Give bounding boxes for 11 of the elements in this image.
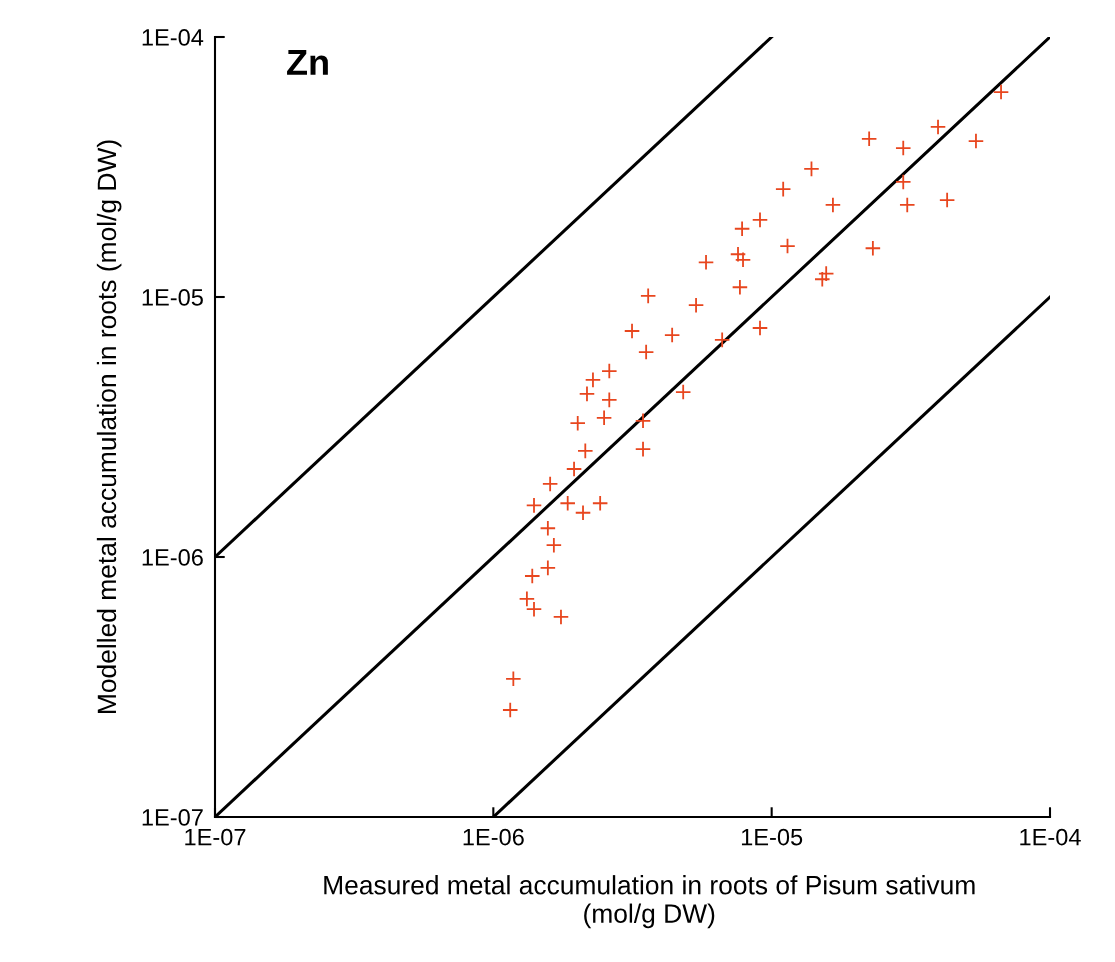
y-tick-label: 1E-07 — [142, 809, 203, 826]
y-tick-label: 1E-06 — [142, 549, 203, 566]
annotation: Zn — [287, 50, 328, 75]
x-tick-label: 1E-07 — [185, 828, 246, 846]
y-axis-title: Modelled metal accumulation in roots (mol/g DW) — [96, 140, 122, 713]
y-tick-label: 1E-05 — [142, 289, 203, 306]
y-tick-label: 1E-04 — [142, 29, 204, 46]
x-tick-label: 1E-06 — [463, 828, 524, 846]
x-tick-label: 1E-04 — [1020, 828, 1081, 846]
x-axis-title: Measured metal accumulation in roots of Pisum sativum (mol/g DW) — [324, 875, 975, 929]
x-tick-label: 1E-05 — [741, 828, 803, 846]
